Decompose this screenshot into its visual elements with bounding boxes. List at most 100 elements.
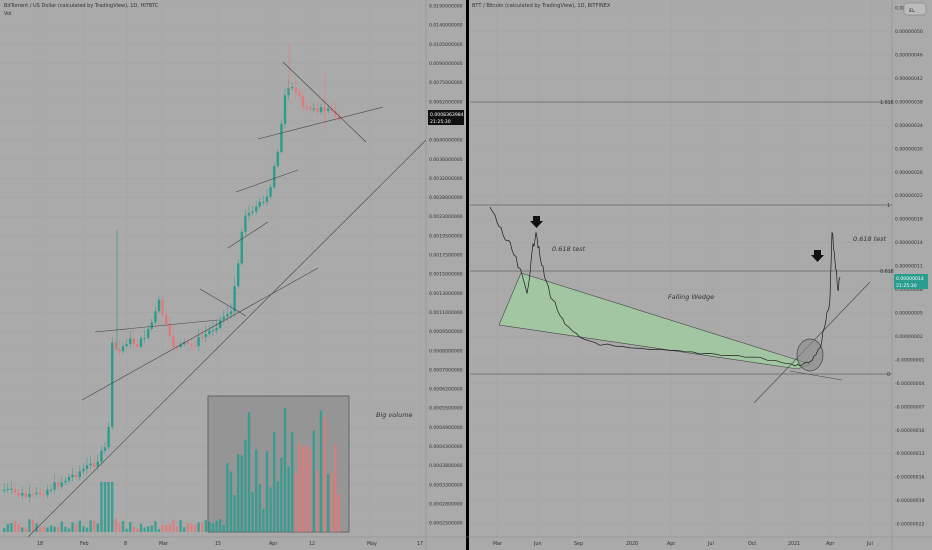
left-axis-label: 0.0009500000 [429, 329, 463, 335]
left-volume-bar [334, 444, 337, 532]
left-candle [10, 488, 13, 490]
right-x-label: Apr [826, 541, 834, 547]
triangle-lower [257, 106, 384, 140]
left-volume-bar [229, 471, 233, 532]
left-candle [143, 338, 146, 340]
left-x-label: 15 [215, 541, 221, 547]
left-candle [287, 88, 290, 96]
right-axis-label: -0.00000010 [895, 428, 924, 434]
left-volume-bar [294, 473, 297, 532]
right-axis-label: 0.00000011 [895, 264, 923, 270]
left-candle [179, 344, 182, 348]
left-candle [298, 92, 301, 97]
left-candle [13, 488, 17, 493]
left-volume-bar [208, 521, 211, 532]
left-volume-bar [89, 520, 92, 532]
left-candle [269, 187, 272, 197]
channel-line-2 [235, 169, 299, 193]
left-volume-bar [31, 519, 35, 532]
right-price-series [489, 206, 841, 367]
right-axis-label: -0.00000016 [895, 475, 924, 481]
left-volume-bar [183, 527, 186, 532]
left-volume-bar [186, 522, 189, 532]
left-volume-bar [240, 455, 243, 532]
panel-divider [466, 0, 469, 550]
left-x-label: Mar [159, 541, 168, 547]
left-volume-bar [161, 524, 164, 532]
left-volume-bar [280, 457, 283, 532]
right-axis-label: -0.00000004 [895, 381, 924, 387]
left-candle [211, 330, 215, 332]
left-candle [154, 311, 157, 323]
fib-label-0618: 0.618 [880, 269, 894, 275]
left-volume-bar [10, 523, 13, 532]
left-candle [283, 95, 287, 124]
left-volume-bar [251, 492, 254, 532]
right-chart-title: BTT / Bitcoin (calculated by TradingView… [472, 3, 611, 9]
left-candle [262, 201, 265, 203]
right-price-tag-time: 21:25:30 [896, 283, 917, 289]
left-candle [305, 106, 308, 108]
left-candle [204, 333, 207, 338]
left-candle [57, 482, 60, 487]
left-volume-bar [269, 487, 272, 532]
left-candle [265, 196, 269, 202]
left-candle [28, 493, 31, 497]
left-axis-label: 0.0140000000 [429, 23, 463, 29]
left-candle [337, 114, 341, 121]
left-candle [168, 323, 171, 337]
left-candle [330, 108, 333, 111]
left-candle [201, 337, 204, 339]
left-candle [60, 482, 63, 487]
left-price-tag-time: 21:25:30 [430, 119, 451, 125]
left-volume-label: Vol [4, 11, 12, 17]
fib-test-note-2: 0.618 test [853, 235, 887, 243]
left-candle [136, 344, 139, 347]
left-candle [96, 461, 99, 467]
right-axis-label: -0.00000001 [895, 357, 924, 363]
chart-settings-button[interactable] [903, 2, 927, 16]
support-trendline [27, 139, 427, 538]
left-candle [75, 474, 78, 478]
left-x-label: 18 [37, 541, 43, 547]
left-volume-bar [75, 524, 78, 532]
left-candle [103, 447, 107, 451]
left-volume-bar [125, 528, 128, 532]
left-candle [157, 299, 161, 312]
right-axis-label: 0.00000050 [895, 29, 923, 35]
left-volume-bar [111, 482, 114, 532]
left-candle [93, 463, 96, 467]
left-volume-bar [287, 466, 290, 532]
left-candle [121, 346, 125, 352]
left-volume-bar [129, 522, 132, 532]
left-candle [172, 336, 175, 348]
range-line [94, 319, 219, 333]
left-volume-bar [190, 523, 193, 532]
right-axis-label: 0.00000005 [895, 311, 923, 317]
left-candle [291, 87, 294, 89]
left-volume-bar [93, 520, 96, 532]
left-candle [276, 151, 279, 167]
left-candle [82, 468, 85, 472]
left-volume-bar [193, 524, 197, 532]
left-candle [147, 328, 150, 339]
left-volume-bar [265, 451, 269, 532]
left-candle [316, 108, 319, 113]
left-candle [42, 494, 45, 496]
right-axis-label: 0.00000034 [895, 123, 923, 129]
left-volume-bar [291, 432, 294, 532]
left-candle [208, 330, 211, 334]
left-volume-bar [301, 447, 305, 532]
left-volume-bar [100, 482, 103, 532]
left-volume-bar [3, 527, 6, 532]
left-candle [233, 286, 236, 312]
left-volume-bar [39, 527, 42, 532]
left-volume-bar [197, 522, 200, 532]
right-x-label: Apr [667, 541, 675, 547]
right-axis-label: 0.00000018 [895, 217, 923, 223]
left-x-label: 17 [417, 541, 423, 547]
left-volume-bar [150, 525, 153, 532]
left-candle [64, 480, 67, 483]
left-volume-bar [143, 527, 146, 532]
right-axis-label: -0.00000019 [895, 498, 924, 504]
